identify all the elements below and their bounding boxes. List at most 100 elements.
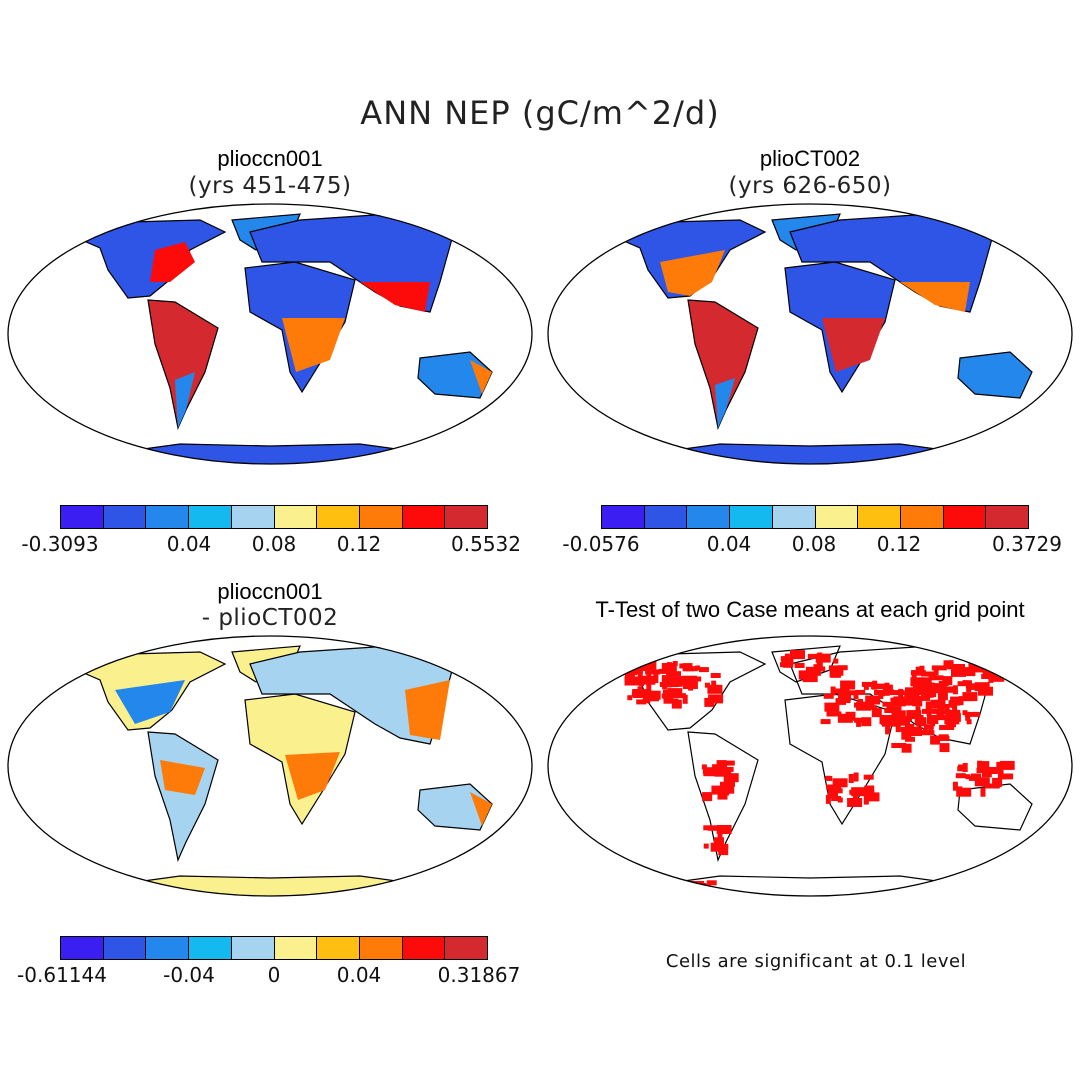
significant-cell: [981, 767, 997, 772]
panel2-cbar-label: 0.04: [706, 532, 752, 556]
significant-cell: [922, 708, 937, 714]
significant-cell: [944, 704, 950, 713]
significant-cell: [865, 695, 881, 705]
significant-cell: [640, 675, 656, 685]
significant-cell: [712, 764, 723, 774]
significant-cell: [999, 760, 1015, 770]
significant-cell: [938, 734, 949, 740]
significant-cell: [956, 787, 972, 797]
significant-cell: [911, 670, 917, 680]
significant-cell: [952, 685, 958, 695]
significant-cell: [671, 671, 681, 677]
significant-cell: [874, 690, 879, 695]
colorbar-swatch: [103, 937, 147, 959]
significant-cell: [661, 675, 672, 685]
significant-cell: [897, 716, 912, 722]
significant-cell: [825, 794, 831, 804]
significant-cell: [915, 695, 930, 701]
colorbar-swatch: [231, 506, 275, 528]
significant-cell: [930, 699, 946, 709]
significant-cell: [925, 701, 931, 711]
significant-cell: [909, 726, 920, 736]
panel3-cbar-label-max: 0.31867: [437, 963, 521, 987]
colorbar-swatch: [146, 937, 190, 959]
significant-cell: [962, 763, 968, 772]
significant-cell: [863, 795, 869, 805]
significant-cell: [906, 710, 922, 720]
significant-cell: [997, 774, 1013, 780]
panel2-cbar-label: 0.08: [791, 532, 837, 556]
significant-cell: [811, 673, 817, 679]
significant-cell: [966, 719, 972, 725]
colorbar-swatch: [772, 506, 816, 528]
significant-cell: [817, 659, 823, 669]
significant-cell: [871, 708, 882, 718]
colorbar-swatch: [445, 937, 488, 959]
significant-cell: [863, 774, 874, 780]
significant-cell: [958, 696, 974, 702]
panel3-cbar-label: 0.04: [336, 963, 382, 987]
significant-cell: [914, 718, 925, 724]
panel2-colorbar: [601, 505, 1029, 529]
significant-cell: [905, 718, 910, 728]
significant-cell: [888, 689, 894, 695]
significant-cell: [852, 794, 858, 800]
significant-cell: [682, 675, 697, 685]
significant-cell: [786, 658, 792, 664]
significant-cell: [992, 777, 1003, 787]
significant-cell: [702, 792, 713, 802]
significant-cell: [667, 688, 683, 698]
significant-cell: [639, 681, 644, 687]
colorbar-swatch: [61, 506, 104, 528]
significant-cell: [847, 798, 863, 807]
significant-cell: [624, 674, 635, 684]
significant-cell: [848, 774, 854, 783]
significant-cell: [901, 730, 912, 740]
significant-cell: [931, 739, 937, 745]
significant-cell: [636, 662, 652, 671]
panel2-cbar-label: 0.12: [876, 532, 922, 556]
significant-cell: [798, 670, 809, 680]
significant-cell: [824, 702, 840, 712]
significant-cell: [718, 766, 734, 772]
colorbar-swatch: [402, 937, 446, 959]
significant-cell: [928, 719, 939, 724]
significant-cell: [964, 711, 980, 717]
significant-cell: [891, 712, 902, 722]
significant-cell: [663, 698, 679, 704]
panel1-cbar-label: 0.12: [336, 532, 382, 556]
colorbar-swatch: [858, 506, 901, 528]
panel3-colorbar: [60, 936, 488, 960]
significant-cell: [831, 796, 842, 801]
significant-cell: [682, 666, 698, 672]
significant-cell: [840, 680, 856, 690]
significant-cell: [703, 767, 719, 777]
panel1-cbar-label: 0.08: [251, 532, 297, 556]
significant-cell: [827, 776, 833, 781]
significant-cell: [952, 704, 958, 714]
panel1-subtitle: (yrs 451-475): [188, 173, 352, 199]
significant-cell: [661, 663, 677, 672]
significant-cell: [689, 888, 695, 894]
significant-cell: [719, 789, 725, 799]
significant-cell: [912, 685, 918, 691]
significant-cell: [966, 684, 982, 690]
significant-cell: [826, 784, 842, 790]
significant-cell: [716, 843, 722, 849]
panel3-cbar-label-min: -0.61144: [17, 963, 107, 987]
panel2-cbar-label-min: -0.0576: [562, 532, 640, 556]
significant-cell: [703, 843, 709, 849]
significant-cell: [790, 650, 805, 660]
significant-cell: [891, 743, 907, 748]
significant-cell: [711, 680, 717, 686]
significant-cell: [689, 679, 695, 689]
significant-cell: [854, 717, 865, 723]
significant-cell: [832, 778, 848, 788]
significant-cell: [802, 673, 818, 683]
significant-cell: [976, 768, 987, 773]
significant-cell: [939, 743, 950, 753]
significant-cell: [671, 886, 682, 892]
significant-cell: [913, 690, 924, 696]
significant-cell: [872, 680, 878, 690]
significant-cell: [706, 880, 717, 886]
